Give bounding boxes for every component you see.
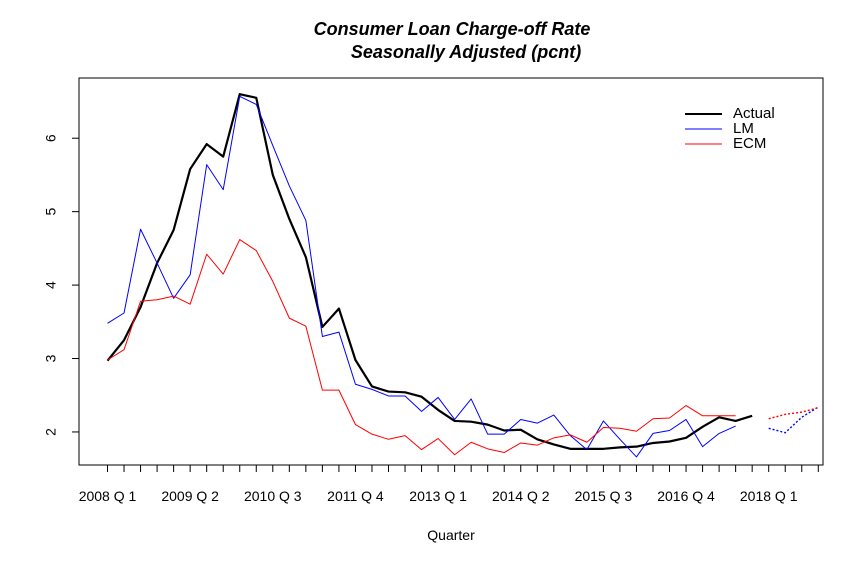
- series-ecm-forecast: [768, 407, 819, 420]
- x-axis: 2008 Q 1 2009 Q 2 2010 Q 3 2011 Q 4 2013 Q 1…: [79, 464, 819, 504]
- y-tick-label: 3: [43, 354, 59, 362]
- y-tick-label: 6: [43, 134, 59, 142]
- series-lm-forecast: [768, 406, 819, 434]
- x-tick-label: 2018 Q 1: [740, 488, 798, 504]
- x-tick-label: 2008 Q 1: [79, 488, 137, 504]
- y-tick-label: 2: [43, 428, 59, 436]
- series-layer: [106, 93, 819, 458]
- y-axis: 2 3 4 5 6: [43, 134, 80, 436]
- x-tick-label: 2016 Q 4: [657, 488, 715, 504]
- series-ecm-line: [107, 239, 736, 456]
- x-tick-label: 2010 Q 3: [244, 488, 302, 504]
- x-tick-label: 2013 Q 1: [409, 488, 467, 504]
- x-tick-label: 2011 Q 4: [327, 488, 384, 504]
- series-lm-line: [107, 95, 736, 458]
- legend-label-actual: Actual: [733, 105, 775, 122]
- y-tick-label: 5: [43, 208, 59, 216]
- y-tick-label: 4: [43, 281, 59, 289]
- x-tick-label: 2014 Q 2: [492, 488, 550, 504]
- chart-title: Consumer Loan Charge-off Rate: [314, 19, 591, 39]
- x-axis-title: Quarter: [427, 527, 475, 543]
- x-tick-label: 2015 Q 3: [575, 488, 633, 504]
- series-actual-line: [106, 93, 753, 450]
- x-tick-label: 2009 Q 2: [161, 488, 219, 504]
- legend-label-ecm: ECM: [733, 135, 766, 152]
- legend-label-lm: LM: [733, 120, 754, 137]
- chart-subtitle: Seasonally Adjusted (pcnt): [351, 42, 581, 62]
